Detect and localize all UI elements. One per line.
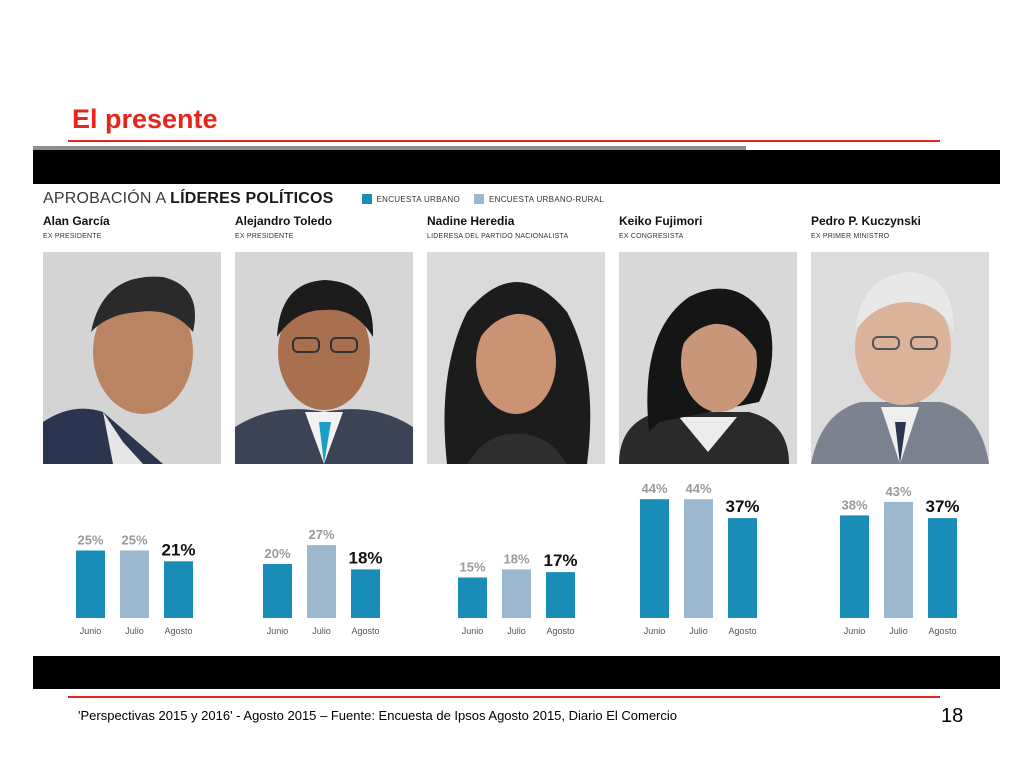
bar [263, 564, 292, 618]
data-label: 27% [308, 527, 334, 542]
tick-label: Agosto [728, 626, 756, 636]
tick-label: Agosto [351, 626, 379, 636]
tick-label: Junio [644, 626, 666, 636]
leader-role: EX CONGRESISTA [619, 233, 684, 240]
tick-label: Julio [312, 626, 331, 636]
bar [164, 561, 193, 618]
data-label: 17% [543, 551, 577, 570]
footer-source: 'Perspectivas 2015 y 2016' - Agosto 2015… [78, 708, 677, 723]
infographic-title-prefix: APROBACIÓN A [43, 190, 171, 207]
tick-label: Julio [125, 626, 144, 636]
infographic-title: APROBACIÓN A LÍDERES POLÍTICOS [43, 190, 334, 208]
approval-bar-chart: 25% Junio 25% Julio 21% Agosto 20% Junio 27% Juli… [76, 481, 960, 636]
data-label: 18% [348, 548, 382, 567]
data-label: 38% [841, 497, 867, 512]
tick-label: Julio [889, 626, 908, 636]
leader-name: Alejandro Toledo [235, 214, 333, 228]
legend-item-urbano: ENCUESTA URBANO [361, 194, 460, 204]
leader-photo-kuczynski [811, 252, 989, 464]
page-number: 18 [941, 705, 964, 727]
leader-photo-fujimori [619, 252, 797, 464]
chart-legend: ENCUESTA URBANO ENCUESTA URBANO-RURAL [361, 194, 619, 204]
bar [840, 515, 869, 618]
portrait-illustration [619, 252, 797, 464]
leader-header-kuczynski: Pedro P. Kuczynski EX PRIMER MINISTRO [811, 214, 991, 240]
bar [76, 550, 105, 618]
bar [546, 572, 575, 618]
approval-infographic: APROBACIÓN A LÍDERES POLÍTICOS ENCUESTA … [33, 184, 1000, 656]
data-label: 15% [459, 560, 485, 575]
bar [884, 501, 913, 618]
bar [928, 518, 957, 618]
legend-label-urbano-rural: ENCUESTA URBANO-RURAL [489, 194, 605, 204]
data-label: 37% [725, 497, 759, 516]
data-label: 21% [161, 540, 195, 559]
data-label: 25% [77, 533, 103, 548]
data-label: 25% [121, 533, 147, 548]
data-label: 44% [641, 481, 667, 496]
leader-name: Alan García [43, 214, 110, 228]
data-label: 20% [264, 546, 290, 561]
legend-item-urbano-rural: ENCUESTA URBANO-RURAL [474, 194, 604, 204]
portrait-illustration [811, 252, 989, 464]
tick-label: Julio [507, 626, 526, 636]
bar [120, 550, 149, 618]
legend-swatch-urbano [361, 194, 372, 204]
bar [351, 569, 380, 618]
data-label: 44% [685, 481, 711, 496]
data-label: 37% [925, 497, 959, 516]
data-label: 43% [885, 484, 911, 499]
tick-label: Agosto [546, 626, 574, 636]
leader-photo-heredia [427, 252, 605, 464]
footer-divider [68, 696, 940, 698]
bar [458, 577, 487, 618]
leader-header-fujimori: Keiko Fujimori EX CONGRESISTA [619, 214, 799, 240]
leader-name: Keiko Fujimori [619, 214, 703, 228]
portrait-illustration [43, 252, 221, 464]
bar [728, 518, 757, 618]
data-label: 18% [503, 551, 529, 566]
image-top-band [33, 150, 1000, 184]
infographic-title-bold: LÍDERES POLÍTICOS [170, 190, 334, 207]
leader-header-heredia: Nadine Heredia LIDERESA DEL PARTIDO NACI… [427, 214, 607, 240]
leader-role: EX PRESIDENTE [235, 233, 294, 240]
tick-label: Agosto [164, 626, 192, 636]
leader-header-toledo: Alejandro Toledo EX PRESIDENTE [235, 214, 415, 240]
tick-label: Julio [689, 626, 708, 636]
bar [502, 569, 531, 618]
leader-name: Nadine Heredia [427, 214, 515, 228]
image-bottom-band [33, 656, 1000, 689]
bar [307, 545, 336, 618]
legend-label-urbano: ENCUESTA URBANO [376, 194, 460, 204]
tick-label: Agosto [928, 626, 956, 636]
leader-role: EX PRESIDENTE [43, 233, 102, 240]
tick-label: Junio [844, 626, 866, 636]
tick-label: Junio [462, 626, 484, 636]
slide-title: El presente [72, 104, 218, 134]
leader-role: EX PRIMER MINISTRO [811, 233, 890, 240]
leader-name: Pedro P. Kuczynski [811, 214, 921, 228]
leader-photo-garcia [43, 252, 221, 464]
portrait-illustration [427, 252, 605, 464]
leader-photo-toledo [235, 252, 413, 464]
bar [640, 499, 669, 618]
portrait-illustration [235, 252, 413, 464]
leader-role: LIDERESA DEL PARTIDO NACIONALISTA [427, 233, 569, 240]
leader-header-garcia: Alan García EX PRESIDENTE [43, 214, 223, 240]
tick-label: Junio [267, 626, 289, 636]
infographic-header: APROBACIÓN A LÍDERES POLÍTICOS ENCUESTA … [43, 188, 618, 210]
title-divider [68, 140, 940, 142]
bar [684, 499, 713, 618]
legend-swatch-urbano-rural [474, 194, 484, 204]
tick-label: Junio [80, 626, 102, 636]
image-top-strip [33, 146, 746, 150]
